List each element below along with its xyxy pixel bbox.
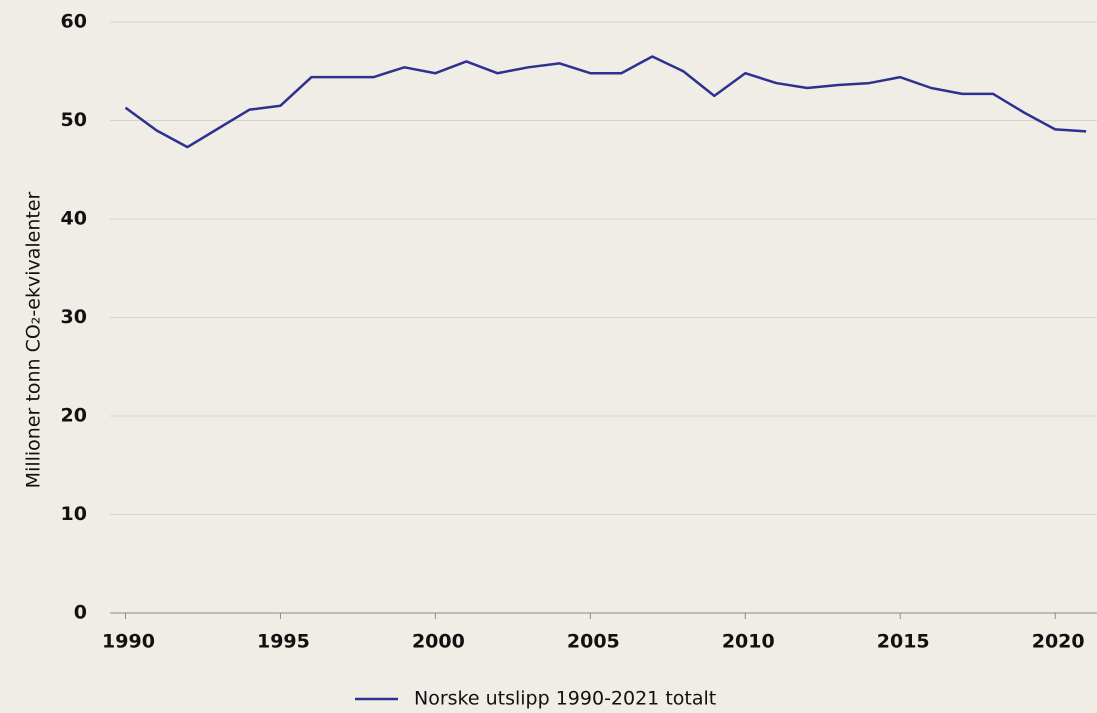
- y-tick-label: 40: [61, 208, 87, 230]
- series-line: [124, 55, 1087, 149]
- x-tick-label: 1995: [257, 631, 310, 653]
- y-tick-label: 10: [61, 503, 87, 525]
- x-tick-label: 2010: [722, 631, 775, 653]
- y-tick-label: 0: [74, 602, 87, 624]
- x-tick-label: 1990: [102, 631, 155, 653]
- x-tick-label: 2020: [1032, 631, 1085, 653]
- legend-label: Norske utslipp 1990-2021 totalt: [414, 688, 716, 710]
- y-tick-label: 30: [61, 306, 87, 328]
- x-tick-label: 2000: [412, 631, 465, 653]
- x-tick-label: 2015: [877, 631, 930, 653]
- y-axis-label: Millioner tonn CO₂-ekvivalenter: [23, 191, 45, 488]
- y-tick-label: 50: [61, 109, 87, 131]
- y-tick-label: 20: [61, 405, 87, 427]
- x-tick-label: 2005: [567, 631, 620, 653]
- y-tick-label: 60: [61, 11, 87, 33]
